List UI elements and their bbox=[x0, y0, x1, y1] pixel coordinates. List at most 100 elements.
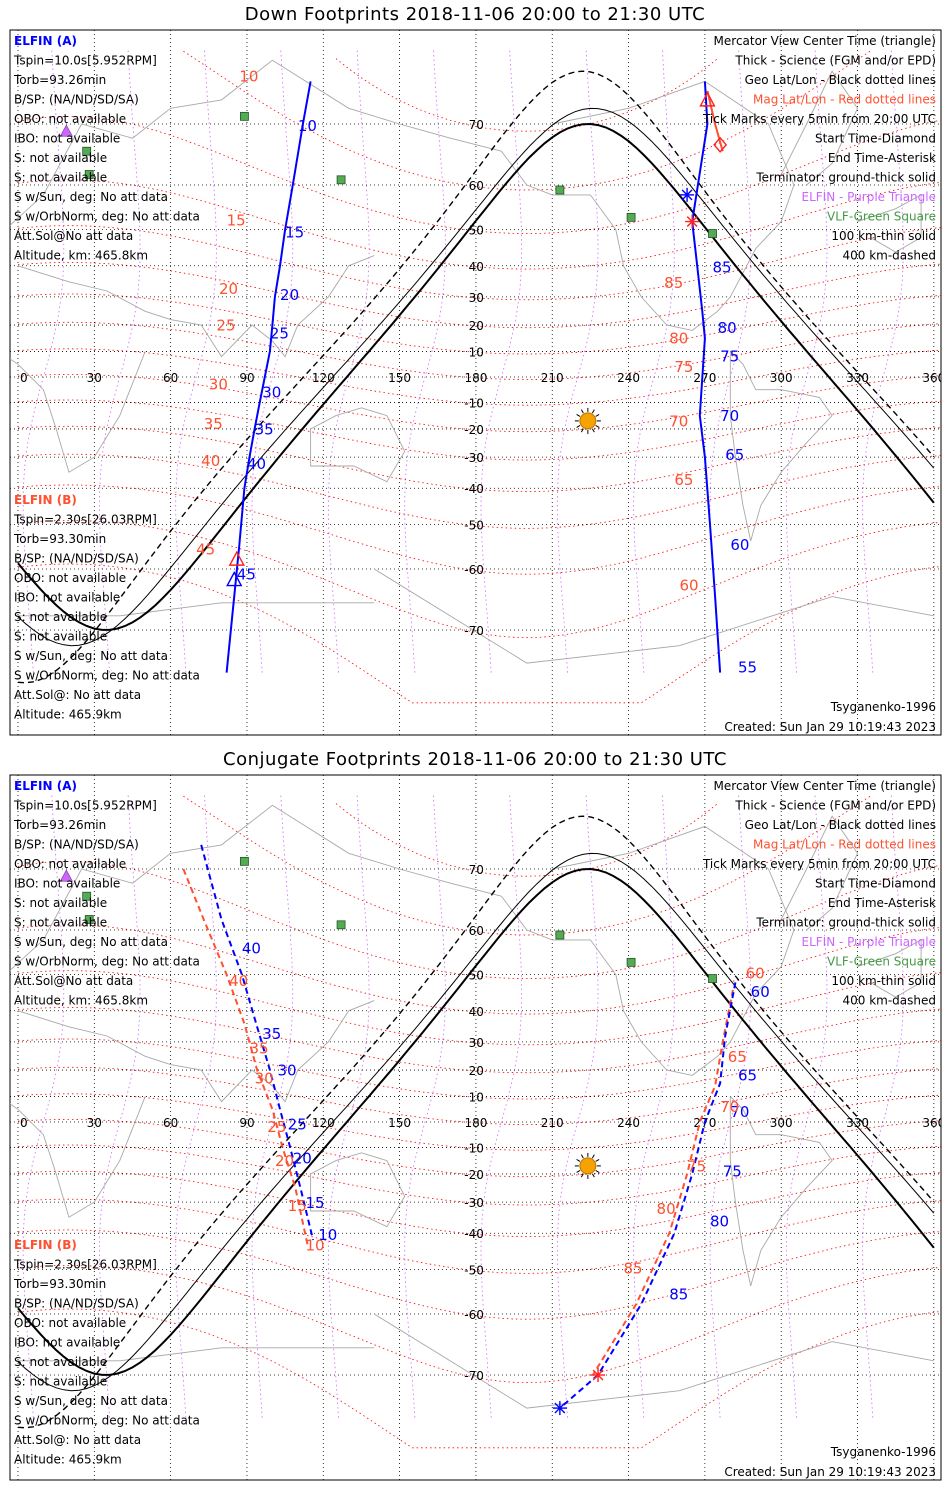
elfin-a-info-line: IBO: not available bbox=[14, 132, 120, 146]
elfin-b-info-line: IBO: not available bbox=[14, 591, 120, 605]
elfin-a-time-label: 10 bbox=[318, 1226, 337, 1244]
elfin-a-track-east bbox=[559, 982, 737, 1409]
map-content: 0 30 60 90 120 150 180 210 240 270 300 330 360706050… bbox=[10, 775, 941, 1480]
elfin-a-time-label: 60 bbox=[730, 536, 749, 554]
sun-icon bbox=[574, 1152, 601, 1179]
mag-lat-line bbox=[17, 225, 941, 301]
elfin-b-time-label: 15 bbox=[288, 1197, 307, 1215]
lon-tick-label: 240 bbox=[617, 371, 640, 385]
elfin-triangle-icon bbox=[59, 869, 74, 882]
end-time-asterisk-icon bbox=[591, 1368, 606, 1383]
mag-lat-line bbox=[335, 803, 718, 877]
elfin-b-time-label: 40 bbox=[229, 972, 248, 990]
lon-tick-label: 180 bbox=[464, 371, 487, 385]
map-frame bbox=[9, 29, 942, 736]
elfin-a-info-line: Altitude, km: 465.8km bbox=[14, 994, 148, 1008]
elfin-a-info-line: IBO: not available bbox=[14, 877, 120, 891]
vlf-station-square bbox=[82, 891, 92, 901]
elfin-b-track-east bbox=[706, 90, 724, 152]
created-timestamp: Created: Sun Jan 29 10:19:43 2023 bbox=[724, 720, 936, 734]
elfin-b-time-label: 35 bbox=[250, 1039, 269, 1057]
lon-tick-label: 60 bbox=[163, 1116, 178, 1130]
elfin-b-info-line: S w/OrbNorm, deg: No att data bbox=[14, 1414, 200, 1428]
created-timestamp: Created: Sun Jan 29 10:19:43 2023 bbox=[724, 1465, 936, 1479]
lon-tick-label: 240 bbox=[617, 1116, 640, 1130]
elfin-b-time-label: 80 bbox=[657, 1200, 676, 1218]
lat-tick-label: 40 bbox=[469, 1005, 484, 1019]
elfin-b-info-line: Tspin=2.30s[26.03RPM] bbox=[13, 513, 157, 527]
lon-tick-label: 30 bbox=[87, 371, 102, 385]
elfin-a-header: ELFIN (A) bbox=[14, 34, 77, 48]
legend-line: Tick Marks every 5min from 20:00 UTC bbox=[702, 112, 936, 126]
legend-line: Geo Lat/Lon - Black dotted lines bbox=[745, 73, 936, 87]
elfin-b-info-line: Att.Sol@: No att data bbox=[14, 1433, 141, 1447]
coastline bbox=[729, 351, 833, 542]
elfin-triangle-icon bbox=[59, 124, 74, 137]
mag-lat-line bbox=[17, 924, 941, 1015]
down-footprints-panel: Down Footprints 2018-11-06 20:00 to 21:3… bbox=[0, 0, 950, 745]
elfin-a-info-line: S: not available bbox=[14, 151, 107, 165]
vlf-station-square bbox=[708, 974, 717, 983]
elfin-a-info-line: Tspin=10.0s[5.952RPM] bbox=[13, 54, 157, 68]
elfin-b-info-line: Altitude: 465.9km bbox=[14, 1453, 122, 1467]
elfin-b-time-label: 85 bbox=[623, 1259, 642, 1277]
mag-lon-line bbox=[862, 48, 904, 673]
coastline bbox=[501, 825, 795, 1076]
lat-tick-label: -10 bbox=[464, 397, 484, 411]
lon-tick-label: 150 bbox=[388, 371, 411, 385]
elfin-b-info-line: IBO: not available bbox=[14, 1336, 120, 1350]
legend-line: Thick - Science (FGM and/or EPD) bbox=[734, 54, 936, 68]
lat-tick-label: 10 bbox=[469, 345, 484, 359]
elfin-a-time-label: 15 bbox=[285, 223, 304, 241]
vlf-station-square bbox=[240, 111, 249, 121]
lon-tick-label: 330 bbox=[846, 1116, 869, 1130]
lon-tick-label: 210 bbox=[541, 1116, 564, 1130]
coastline bbox=[18, 1347, 375, 1362]
elfin-a-info-line: S: not available bbox=[14, 896, 107, 910]
panel-title: Conjugate Footprints 2018-11-06 20:00 to… bbox=[223, 749, 727, 770]
elfin-a-info-line: Altitude, km: 465.8km bbox=[14, 249, 148, 263]
lat-tick-label: -50 bbox=[464, 1263, 484, 1277]
mag-lon-line bbox=[98, 48, 141, 673]
elfin-b-track-east bbox=[592, 989, 734, 1376]
elfin-a-time-label: 75 bbox=[720, 348, 739, 366]
coastline bbox=[17, 1000, 375, 1103]
lat-tick-label: 60 bbox=[469, 179, 484, 193]
lon-tick-label: 330 bbox=[846, 371, 869, 385]
legend-line: Mercator View Center Time (triangle) bbox=[714, 779, 936, 793]
mag-lon-line bbox=[709, 48, 752, 673]
lon-tick-label: 0 bbox=[20, 1116, 28, 1130]
elfin-b-time-label: 15 bbox=[227, 212, 246, 230]
sun-icon bbox=[574, 407, 601, 434]
lat-tick-label: 70 bbox=[469, 863, 484, 877]
mag-lon-line bbox=[175, 48, 217, 673]
legend-line: Mercator View Center Time (triangle) bbox=[714, 34, 936, 48]
elfin-a-info-line: S w/Sun, deg: No att data bbox=[14, 190, 168, 204]
elfin-a-time-label: 85 bbox=[669, 1285, 688, 1303]
terminator-ground bbox=[17, 867, 935, 1376]
elfin-b-time-label: 70 bbox=[720, 1098, 739, 1116]
mag-lat-line bbox=[17, 1038, 941, 1100]
lat-tick-label: 20 bbox=[469, 1064, 484, 1078]
elfin-a-time-label: 75 bbox=[723, 1163, 742, 1181]
lat-tick-label: -50 bbox=[464, 518, 484, 532]
mag-lat-line bbox=[183, 50, 871, 191]
conjugate-footprints-map: 0 30 60 90 120 150 180 210 240 270 300 330 360706050… bbox=[9, 774, 942, 1481]
mag-lon-line bbox=[709, 793, 752, 1418]
elfin-b-time-label: 10 bbox=[239, 67, 258, 85]
elfin-a-info-line: OBO: not available bbox=[14, 857, 126, 871]
mag-lon-line bbox=[251, 793, 294, 1418]
elfin-a-info-line: Torb=93.26min bbox=[13, 818, 106, 832]
legend-line: Geo Lat/Lon - Black dotted lines bbox=[745, 818, 936, 832]
elfin-b-time-label: 65 bbox=[728, 1048, 747, 1066]
mag-lon-line bbox=[404, 48, 446, 673]
mag-lon-line bbox=[480, 48, 523, 673]
down-footprints-map: 0 30 60 90 120 150 180 210 240 270 300 330 360 70 60 50… bbox=[9, 29, 942, 736]
mag-lon-line bbox=[251, 48, 294, 673]
elfin-b-time-label: 60 bbox=[746, 965, 765, 983]
mag-lat-line bbox=[17, 453, 941, 529]
vlf-station-square bbox=[84, 915, 94, 924]
elfin-a-time-label: 35 bbox=[262, 1025, 281, 1043]
elfin-a-track-east bbox=[691, 81, 722, 673]
coastline bbox=[373, 1313, 934, 1409]
